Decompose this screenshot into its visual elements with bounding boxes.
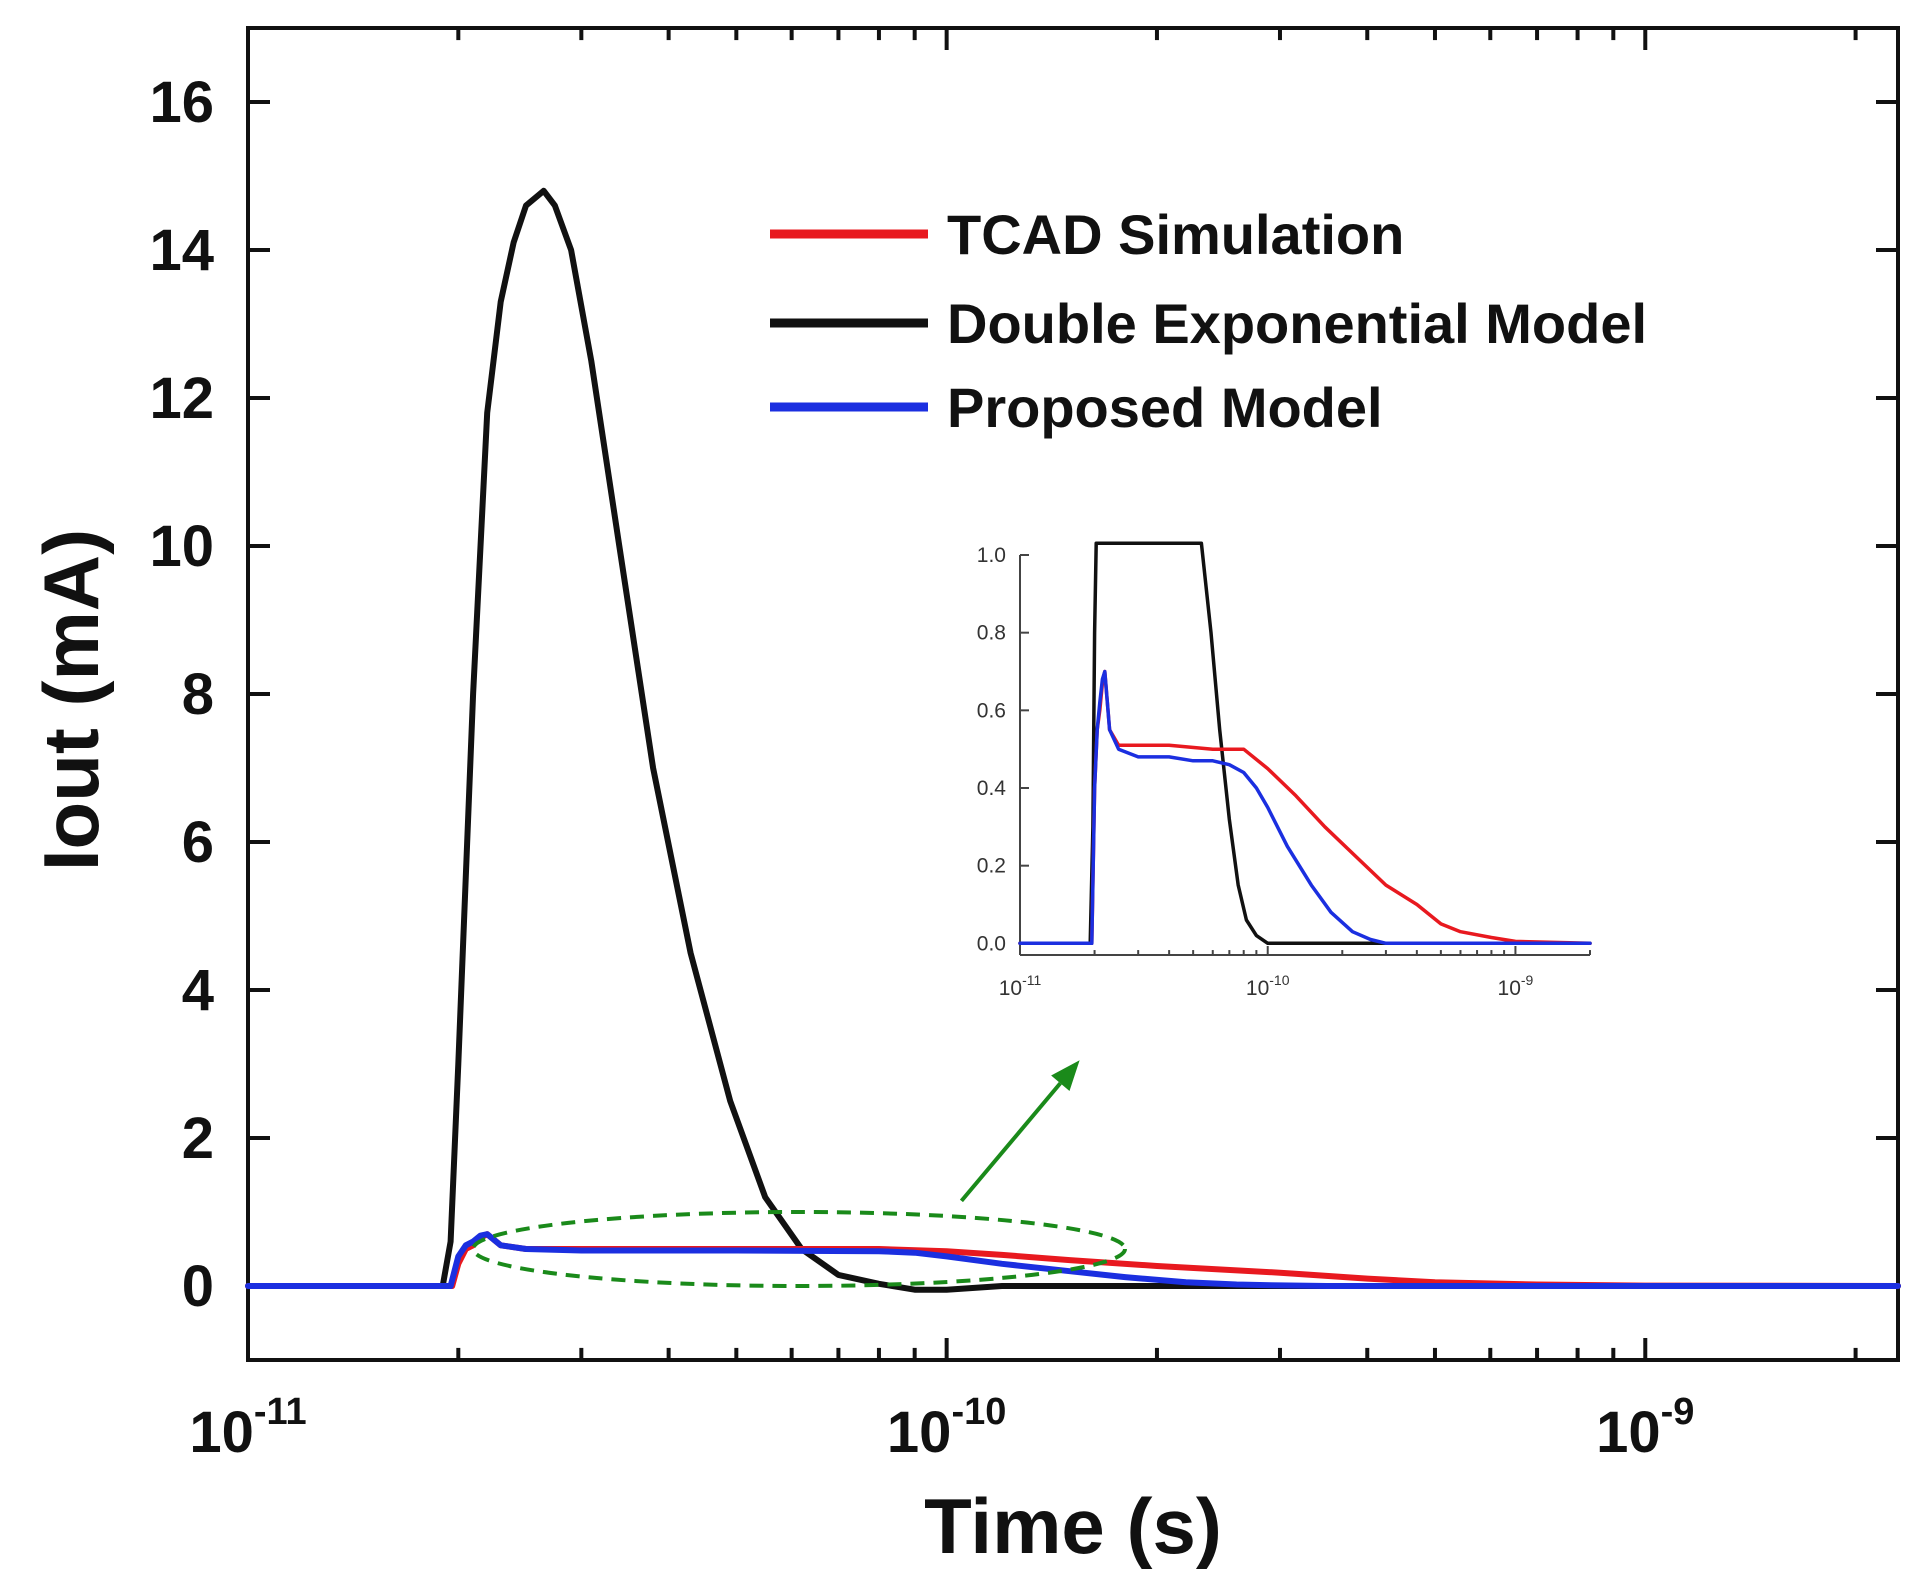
main-annotations: [471, 1060, 1127, 1288]
main-x-ticks: 10-11 10-10 10-9: [189, 28, 1858, 1465]
zoom-arrow-head: [1051, 1060, 1080, 1091]
inset-x-tick-base: 10: [999, 977, 1022, 1000]
inset-x-tick-base: 10: [1246, 977, 1269, 1000]
inset-series-double-exponential-model: [1018, 541, 1592, 946]
inset-x-tick-exponent: -10: [1269, 972, 1289, 988]
inset-x-ticks: 10-11 10-10 10-9: [999, 946, 1591, 1000]
zoom-arrow-shaft: [959, 1081, 1062, 1203]
inset-x-tick-base: 10: [1498, 977, 1521, 1000]
inset-y-tick-label: 1.0: [977, 544, 1006, 567]
inset-y-tick-label: 0.6: [977, 699, 1006, 722]
legend-label-double-exponential: Double Exponential Model: [947, 292, 1647, 355]
main-y-axis-title: Iout (mA): [27, 529, 115, 871]
inset-y-tick-label: 0.8: [977, 622, 1006, 645]
main-x-tick-base: 10: [1596, 1400, 1661, 1465]
inset-y-tick-label: 0.0: [977, 932, 1006, 955]
inset-x-tick-exponent: -11: [1022, 972, 1041, 988]
main-y-tick-label: 6: [182, 810, 214, 875]
inset-x-tick-label: 10-9: [1498, 972, 1534, 1000]
zoom-region-ellipse: [471, 1210, 1127, 1288]
legend-label-tcad: TCAD Simulation: [947, 203, 1404, 266]
main-x-tick-exponent: -9: [1661, 1391, 1695, 1433]
main-y-tick-label: 12: [149, 366, 214, 431]
inset-series: [1018, 541, 1592, 946]
main-y-tick-label: 8: [182, 662, 214, 727]
main-y-tick-label: 16: [149, 70, 214, 135]
inset-plot-frame: [1020, 555, 1590, 955]
inset-x-tick-exponent: -9: [1521, 972, 1534, 988]
legend: TCAD Simulation Double Exponential Model…: [770, 203, 1647, 439]
main-y-tick-label: 0: [182, 1254, 214, 1319]
legend-entry-double-exponential: Double Exponential Model: [770, 292, 1647, 355]
legend-entry-tcad: TCAD Simulation: [770, 203, 1404, 266]
main-x-tick-base: 10: [189, 1400, 254, 1465]
main-x-tick-label: 10-11: [189, 1391, 306, 1465]
main-x-tick-label: 10-10: [887, 1391, 1006, 1465]
main-y-tick-label: 4: [182, 958, 214, 1023]
inset-x-tick-label: 10-10: [1246, 972, 1290, 1000]
main-x-tick-exponent: -10: [951, 1391, 1006, 1433]
main-y-tick-label: 10: [149, 514, 214, 579]
main-y-tick-label: 2: [182, 1106, 214, 1171]
main-series-proposed-model: [245, 1231, 1901, 1289]
legend-entry-proposed: Proposed Model: [770, 376, 1383, 439]
inset-y-ticks: 0.0 0.2 0.4 0.6 0.8 1.0: [977, 544, 1029, 955]
main-y-ticks: 0 2 4 6 8 10 12 14 16: [149, 70, 1898, 1319]
main-x-tick-base: 10: [887, 1400, 952, 1465]
legend-label-proposed: Proposed Model: [947, 376, 1383, 439]
inset-plot: 0.00.20.40.60.81.0 10-11 10-10 10-9: [977, 541, 1592, 1000]
main-x-tick-label: 10-9: [1596, 1391, 1694, 1465]
main-x-tick-exponent: -11: [254, 1391, 307, 1433]
inset-y-tick-label: 0.2: [977, 855, 1006, 878]
main-x-axis-title: Time (s): [924, 1482, 1222, 1570]
inset-x-tick-label: 10-11: [999, 972, 1042, 1000]
inset-series-proposed-model: [1018, 669, 1592, 946]
main-series-double-exponential-model: [245, 187, 1901, 1293]
main-y-tick-label: 14: [149, 218, 214, 283]
main-series: [245, 187, 1901, 1293]
inset-y-tick-label: 0.4: [977, 777, 1007, 800]
